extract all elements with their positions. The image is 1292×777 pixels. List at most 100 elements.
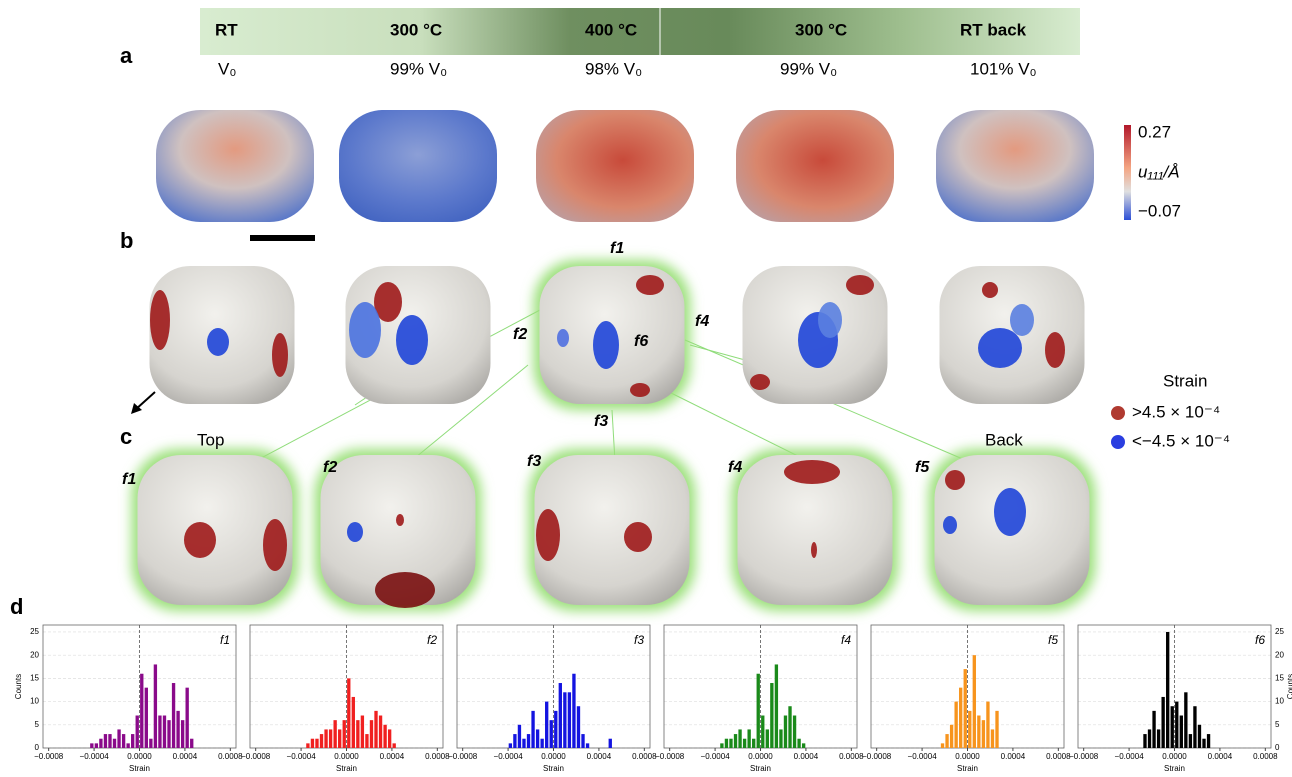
y-tick-label: 15 — [1275, 673, 1284, 682]
bar — [954, 701, 958, 748]
bar — [585, 743, 590, 748]
particle — [936, 110, 1094, 222]
strain-spot — [982, 282, 998, 298]
bar — [981, 720, 986, 748]
bar — [1152, 710, 1156, 748]
strain-spot — [375, 572, 435, 608]
temperature-bar — [200, 8, 1080, 55]
view-label: Top — [197, 430, 224, 449]
bar — [963, 669, 967, 748]
bar — [1188, 734, 1193, 748]
bar — [792, 715, 797, 748]
colorbar-min: −0.07 — [1138, 201, 1181, 220]
bar — [779, 729, 783, 748]
y-tick-label: 15 — [30, 673, 39, 682]
bar — [783, 715, 788, 748]
particle — [534, 455, 690, 605]
bar — [347, 678, 351, 748]
bar — [310, 738, 315, 748]
bar — [995, 710, 999, 748]
face-label: f2 — [323, 459, 337, 476]
strain-spot — [207, 328, 229, 356]
panel-label: a — [120, 43, 133, 68]
bar — [324, 729, 328, 748]
x-tick-label: −0.0004 — [494, 752, 524, 761]
bar — [535, 729, 540, 748]
volume: 98% V₀ — [585, 59, 642, 78]
x-tick-label: 0.0000 — [955, 752, 980, 761]
bar — [738, 729, 742, 748]
bar — [558, 683, 562, 748]
x-axis-label: Strain — [129, 764, 150, 773]
bar — [338, 729, 342, 748]
x-tick-label: 0.0000 — [541, 752, 566, 761]
stage: 400 °C — [585, 20, 637, 39]
y-tick-label: 25 — [1275, 627, 1284, 636]
bar — [761, 715, 765, 748]
bar — [369, 720, 374, 748]
bar — [576, 706, 581, 748]
bar — [949, 724, 954, 748]
bar — [1166, 631, 1170, 748]
strain-spot — [347, 522, 363, 542]
volume: 99% V₀ — [780, 59, 837, 78]
bar — [729, 738, 733, 748]
strain-spot — [818, 302, 842, 338]
particle — [536, 110, 694, 222]
particle — [737, 455, 893, 605]
strain-spot — [184, 522, 216, 558]
x-tick-label: 0.0008 — [1046, 752, 1071, 761]
panel-label: d — [10, 594, 23, 619]
bar — [756, 673, 760, 748]
y-tick-label: 5 — [1275, 720, 1280, 729]
strain-spot — [272, 333, 288, 377]
legend-item: <−4.5 × 10⁻⁴ — [1132, 431, 1230, 450]
bar — [1206, 734, 1211, 748]
bar — [517, 724, 522, 748]
face-label: f6 — [634, 333, 648, 350]
strain-spot — [636, 275, 664, 295]
x-tick-label: −0.0008 — [862, 752, 892, 761]
bar — [513, 734, 517, 748]
bar — [171, 683, 176, 748]
bar — [158, 715, 162, 748]
x-tick-label: 0.0008 — [425, 752, 450, 761]
bar — [990, 729, 995, 748]
bar — [581, 734, 585, 748]
x-tick-label: −0.0004 — [287, 752, 317, 761]
bar — [333, 720, 337, 748]
bar — [1202, 738, 1206, 748]
bar — [972, 655, 976, 748]
x-tick-label: −0.0004 — [908, 752, 938, 761]
x-tick-label: 0.0008 — [218, 752, 243, 761]
face-label: f3 — [527, 453, 541, 470]
face-label: f5 — [915, 459, 930, 476]
legend-title: Strain — [1163, 371, 1207, 390]
y-axis-label: Counts — [1286, 674, 1292, 699]
bar — [733, 734, 738, 748]
bar — [1184, 692, 1188, 748]
stage: 300 °C — [795, 20, 847, 39]
strain-spot — [1010, 304, 1034, 336]
view-label: Back — [985, 430, 1023, 449]
hist-title: f4 — [841, 633, 851, 647]
bar — [117, 729, 121, 748]
bar — [176, 710, 180, 748]
y-tick-label: 20 — [1275, 650, 1284, 659]
bar — [190, 738, 194, 748]
bar — [180, 720, 185, 748]
strain-spot — [593, 321, 619, 369]
x-tick-label: 0.0000 — [334, 752, 359, 761]
strain-spot — [349, 302, 381, 358]
bar — [549, 720, 553, 748]
face-label: f3 — [594, 413, 608, 430]
bar — [801, 743, 806, 748]
strain-spot — [811, 542, 817, 558]
bar — [1175, 701, 1179, 748]
y-tick-label: 10 — [1275, 697, 1284, 706]
x-tick-label: −0.0008 — [448, 752, 478, 761]
bar — [131, 734, 135, 748]
bar — [121, 734, 126, 748]
stage: RT back — [960, 20, 1027, 39]
x-tick-label: 0.0004 — [1208, 752, 1233, 761]
